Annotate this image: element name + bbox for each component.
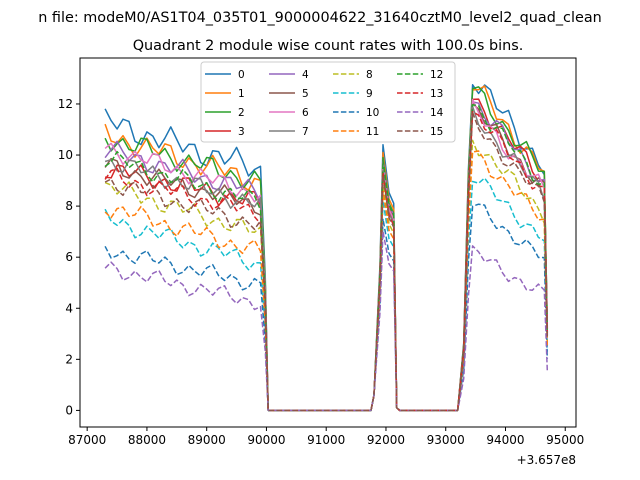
legend-label-8: 8 [366,69,373,81]
legend-label-14: 14 [430,107,444,119]
legend-label-15: 15 [430,126,443,138]
figure-suptitle: n file: modeM0/AS1T04_035T01_9000004622_… [38,10,602,26]
x-tick-label: 90000 [247,433,285,447]
series-layer [104,84,549,412]
legend-label-9: 9 [366,88,373,100]
x-tick-label: 94000 [486,433,524,447]
legend-label-5: 5 [302,88,309,100]
y-tick-label: 6 [65,250,73,264]
series-line-7 [104,105,549,412]
x-axis: 87000 88000 89000 90000 91000 92000 93000 94000… [68,427,584,447]
x-tick-label: 89000 [188,433,226,447]
legend-label-11: 11 [366,126,379,138]
x-tick-label: 95000 [546,433,584,447]
series-line-14 [104,230,549,412]
series-line-15 [104,111,549,412]
chart-title: Quadrant 2 module wise count rates with … [133,38,524,54]
y-tick-label: 12 [58,97,73,111]
legend-label-3: 3 [238,126,245,138]
legend-label-6: 6 [302,107,309,119]
series-line-9 [104,177,549,412]
x-tick-label: 92000 [367,433,405,447]
y-tick-label: 0 [65,403,73,417]
legend-label-1: 1 [238,88,245,100]
y-tick-label: 2 [65,352,73,366]
legend-label-10: 10 [366,107,379,119]
legend-frame [200,61,456,143]
series-line-11 [104,150,549,412]
y-tick-label: 4 [65,301,73,315]
y-tick-label: 8 [65,199,73,213]
x-tick-label: 87000 [68,433,106,447]
legend-label-4: 4 [302,69,309,81]
x-offset-label: +3.657e8 [517,453,576,467]
y-tick-label: 10 [58,148,73,162]
series-line-10 [104,203,549,412]
legend-label-7: 7 [302,126,309,138]
series-line-8 [104,139,549,412]
x-tick-label: 88000 [128,433,166,447]
legend-label-13: 13 [430,88,443,100]
x-tick-label: 91000 [307,433,345,447]
x-tick-label: 93000 [427,433,465,447]
legend-label-2: 2 [238,107,245,119]
y-axis: 0 2 4 6 8 10 12 [58,97,80,417]
legend-label-0: 0 [238,69,245,81]
legend-label-12: 12 [430,69,443,81]
plot-frame [79,57,577,428]
